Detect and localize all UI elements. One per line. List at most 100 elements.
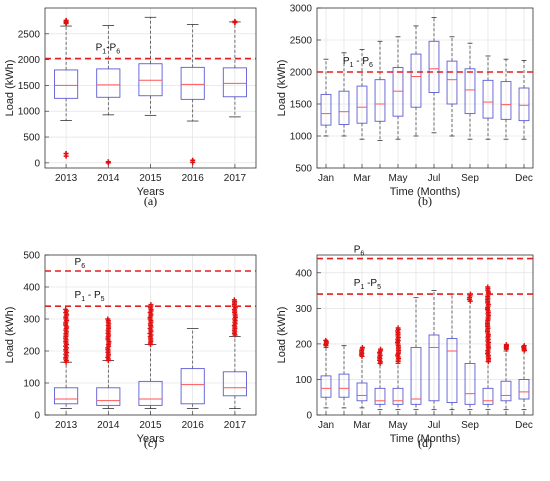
reference-label-main: P — [96, 43, 103, 54]
box-Oct — [482, 55, 494, 140]
reference-label-sub2: 6 — [369, 62, 373, 69]
reference-label-sub1: 1 — [360, 284, 364, 291]
box-Dec — [518, 60, 530, 140]
box-iqr — [180, 66, 205, 100]
x-tick-label: Dec — [515, 420, 533, 431]
box-iqr — [392, 387, 404, 405]
box-iqr — [374, 79, 386, 122]
x-tick-label: 2015 — [139, 420, 162, 431]
outlier-point-1 — [232, 19, 238, 25]
y-tick-label: 500 — [23, 133, 40, 144]
y-tick-label: 400 — [295, 268, 312, 279]
reference-label-main: P — [354, 278, 361, 289]
y-tick-label: 2500 — [290, 36, 313, 47]
outlier-point-1 — [105, 160, 111, 166]
box-iqr — [482, 387, 494, 405]
x-tick-label: 2013 — [55, 420, 78, 431]
box-Mar — [356, 344, 368, 409]
reference-label-main: P — [354, 245, 361, 256]
reference-label-sub1: 1 — [81, 296, 85, 303]
box-2017 — [222, 18, 247, 118]
panel-caption: (d) — [418, 436, 432, 450]
plot-frame — [316, 7, 534, 169]
box-iqr — [410, 346, 422, 405]
box-Jan — [320, 337, 332, 409]
reference-label-sep: -P — [106, 43, 116, 54]
box-iqr — [446, 60, 458, 105]
box-Feb — [338, 52, 350, 137]
y-axis-label: Load (kWh) — [276, 307, 288, 364]
box-2017 — [222, 297, 247, 410]
y-tick-label: 400 — [23, 283, 40, 294]
box-Mar — [356, 49, 368, 140]
x-tick-label: Jul — [428, 173, 441, 184]
box-Sep — [464, 291, 476, 411]
box-iqr — [392, 67, 404, 117]
y-tick-label: 1500 — [18, 81, 41, 92]
box-Nov — [500, 58, 512, 140]
reference-label-sep: - P — [85, 290, 101, 301]
box-iqr — [518, 87, 530, 122]
panel-caption: (b) — [418, 194, 432, 208]
reference-label-0: P6 — [354, 245, 365, 258]
reference-label-sub2: 5 — [377, 284, 381, 291]
x-tick-label: 2015 — [139, 173, 162, 184]
outlier-point-21 — [395, 325, 401, 331]
reference-label-0: P1-P6 — [96, 43, 121, 56]
box-2013 — [54, 17, 79, 159]
box-iqr — [446, 338, 458, 404]
outlier-point-22 — [231, 297, 237, 303]
box-iqr — [338, 373, 350, 398]
outlier-point-4 — [521, 343, 527, 349]
box-May — [392, 36, 404, 140]
plot-frame — [316, 254, 534, 416]
y-tick-label: 2000 — [18, 55, 41, 66]
y-tick-label: 300 — [295, 304, 312, 315]
box-2015 — [138, 302, 163, 410]
box-May — [392, 325, 404, 411]
x-tick-label: 2014 — [97, 173, 120, 184]
box-2013 — [54, 306, 79, 410]
box-iqr — [464, 362, 476, 405]
box-Apr — [374, 346, 386, 411]
box-Nov — [500, 342, 512, 411]
reference-label-sub1: 1 — [350, 62, 354, 69]
box-Jun — [410, 25, 422, 137]
reference-label-sep: - P — [353, 56, 369, 67]
y-tick-label: 0 — [34, 158, 40, 169]
x-tick-label: May — [389, 420, 408, 431]
box-iqr — [410, 53, 422, 108]
box-iqr — [54, 69, 79, 99]
box-2014 — [96, 316, 121, 410]
box-Jul — [428, 17, 440, 134]
box-Jul — [428, 290, 440, 411]
y-tick-label: 0 — [34, 411, 40, 422]
reference-label-main: P — [75, 257, 82, 268]
box-Dec — [518, 343, 530, 411]
box-Aug — [446, 293, 458, 411]
reference-label-1: P1 -P5 — [354, 278, 381, 291]
box-iqr — [138, 63, 163, 97]
y-tick-label: 500 — [295, 164, 312, 175]
box-iqr — [428, 40, 440, 93]
y-tick-label: 100 — [295, 375, 312, 386]
chart-panel-3: 0 100 200 300 400 500 2013 2014 2015 2016 2017 Year… — [4, 251, 257, 450]
y-tick-label: 1000 — [18, 107, 41, 118]
x-axis-label: Years — [137, 186, 165, 198]
y-tick-label: 1000 — [290, 132, 313, 143]
x-tick-label: Sep — [461, 420, 479, 431]
x-tick-label: Dec — [515, 173, 533, 184]
outlier-point-3 — [63, 17, 69, 23]
box-iqr — [138, 380, 163, 406]
box-iqr — [320, 93, 332, 126]
x-tick-label: May — [389, 173, 408, 184]
outlier-point-4 — [323, 337, 329, 343]
reference-label-sub2: 5 — [101, 296, 105, 303]
y-tick-label: 200 — [295, 339, 312, 350]
x-axis-label: Time (Months) — [390, 186, 461, 198]
x-tick-label: 2017 — [224, 420, 247, 431]
box-Apr — [374, 40, 386, 141]
